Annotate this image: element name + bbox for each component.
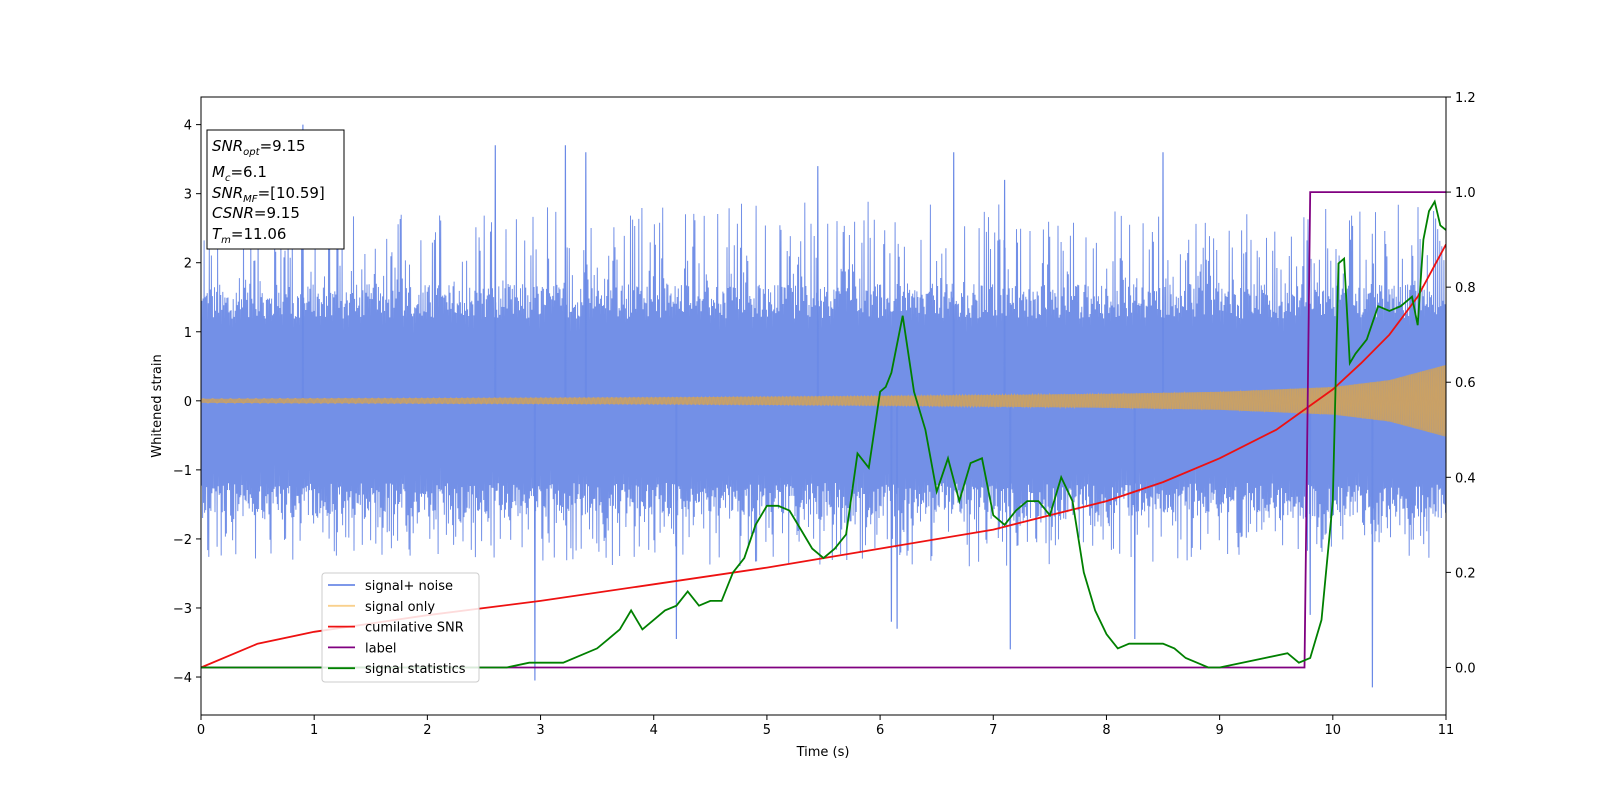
y-axis-title: Whitened strain (150, 354, 165, 457)
x-tick-label-2: 2 (423, 723, 431, 738)
noise-peak-10 (896, 400, 899, 629)
noise-peak-4 (816, 166, 819, 401)
noise-peak-2 (564, 145, 567, 401)
x-tick-label-0: 0 (197, 723, 205, 738)
x-tick-label-8: 8 (1102, 723, 1110, 738)
noise-peak-8 (533, 400, 536, 681)
series-signal-noise (201, 201, 1446, 567)
y-left-tick-label-1: 1 (184, 326, 192, 341)
x-tick-label-7: 7 (989, 723, 997, 738)
y-left-tick-label--1: −1 (173, 464, 192, 479)
noise-peak-9 (675, 400, 678, 640)
annotation-line-1: Mc=6.1 (212, 163, 267, 184)
y-left-tick-label--3: −3 (173, 602, 192, 617)
x-tick-label-4: 4 (650, 723, 658, 738)
legend: signal+ noise signal only cumilative SNR la… (321, 572, 480, 683)
noise-peak-7 (1162, 152, 1165, 401)
y-right-tick-label-1.2: 1.2 (1455, 91, 1476, 106)
legend-entry-2: cumilative SNR (365, 621, 464, 636)
x-tick-label-10: 10 (1325, 723, 1342, 738)
x-tick-label-5: 5 (763, 723, 771, 738)
legend-entry-3: label (365, 641, 396, 656)
noise-peak-15 (1309, 400, 1312, 615)
x-tick-label-6: 6 (876, 723, 884, 738)
y-right-tick-label-0.2: 0.2 (1455, 566, 1476, 581)
legend-entry-0: signal+ noise (365, 579, 453, 594)
noise-peak-11 (890, 400, 893, 622)
annotation-line-0: SNRopt=9.15 (212, 137, 306, 158)
y-right-tick-label-0.4: 0.4 (1455, 471, 1476, 486)
plot-frame (200, 96, 1447, 716)
x-tick-label-11: 11 (1438, 723, 1455, 738)
annotation-line-2: SNRMF=[10.59] (212, 184, 325, 205)
y-left-tick-label--2: −2 (173, 533, 192, 548)
noise-peak-13 (1133, 400, 1136, 640)
y-right-tick-label-0.8: 0.8 (1455, 281, 1476, 296)
y-right-tick-label-1: 1.0 (1455, 186, 1476, 201)
y-right-tick-label-0.6: 0.6 (1455, 376, 1476, 391)
y-right-tick-label-0: 0.0 (1455, 661, 1476, 676)
series-label (201, 191, 1446, 669)
legend-frame (321, 572, 480, 683)
y-left-tick-label-3: 3 (184, 188, 192, 203)
noise-peak-0 (301, 124, 304, 401)
series-signal-statistics (201, 199, 1446, 669)
noise-peak-5 (952, 152, 955, 401)
noise-peak-1 (494, 145, 497, 401)
x-tick-label-3: 3 (536, 723, 544, 738)
x-tick-label-1: 1 (310, 723, 318, 738)
signal-only-envelope (201, 364, 1446, 437)
annotation-line-4: Tm=11.06 (212, 225, 286, 246)
noise-peak-6 (1003, 179, 1006, 401)
noise-peak-14 (1371, 400, 1374, 688)
annotation-line-3: CSNR=9.15 (212, 204, 300, 222)
x-axis-title: Time (s) (796, 745, 850, 760)
axes-layer: 0 1 2 3 4 5 6 7 8 9 10 11 −4 −3 −2 −1 0 1 2 3 4 0.0 0.2 0.4 0.6 0… (173, 91, 1476, 738)
legend-entry-1: signal only (365, 600, 435, 615)
y-left-tick-label-4: 4 (184, 119, 192, 134)
noise-peak-12 (1009, 400, 1012, 650)
x-tick-label-9: 9 (1215, 723, 1223, 738)
legend-entry-4: signal statistics (365, 662, 466, 677)
y-left-tick-label-0: 0 (184, 395, 192, 410)
y-left-tick-label-2: 2 (184, 257, 192, 272)
noise-peak-3 (584, 152, 587, 401)
y-left-tick-label--4: −4 (173, 671, 192, 686)
annotation-frame (206, 129, 345, 250)
series-layer (201, 124, 1446, 688)
